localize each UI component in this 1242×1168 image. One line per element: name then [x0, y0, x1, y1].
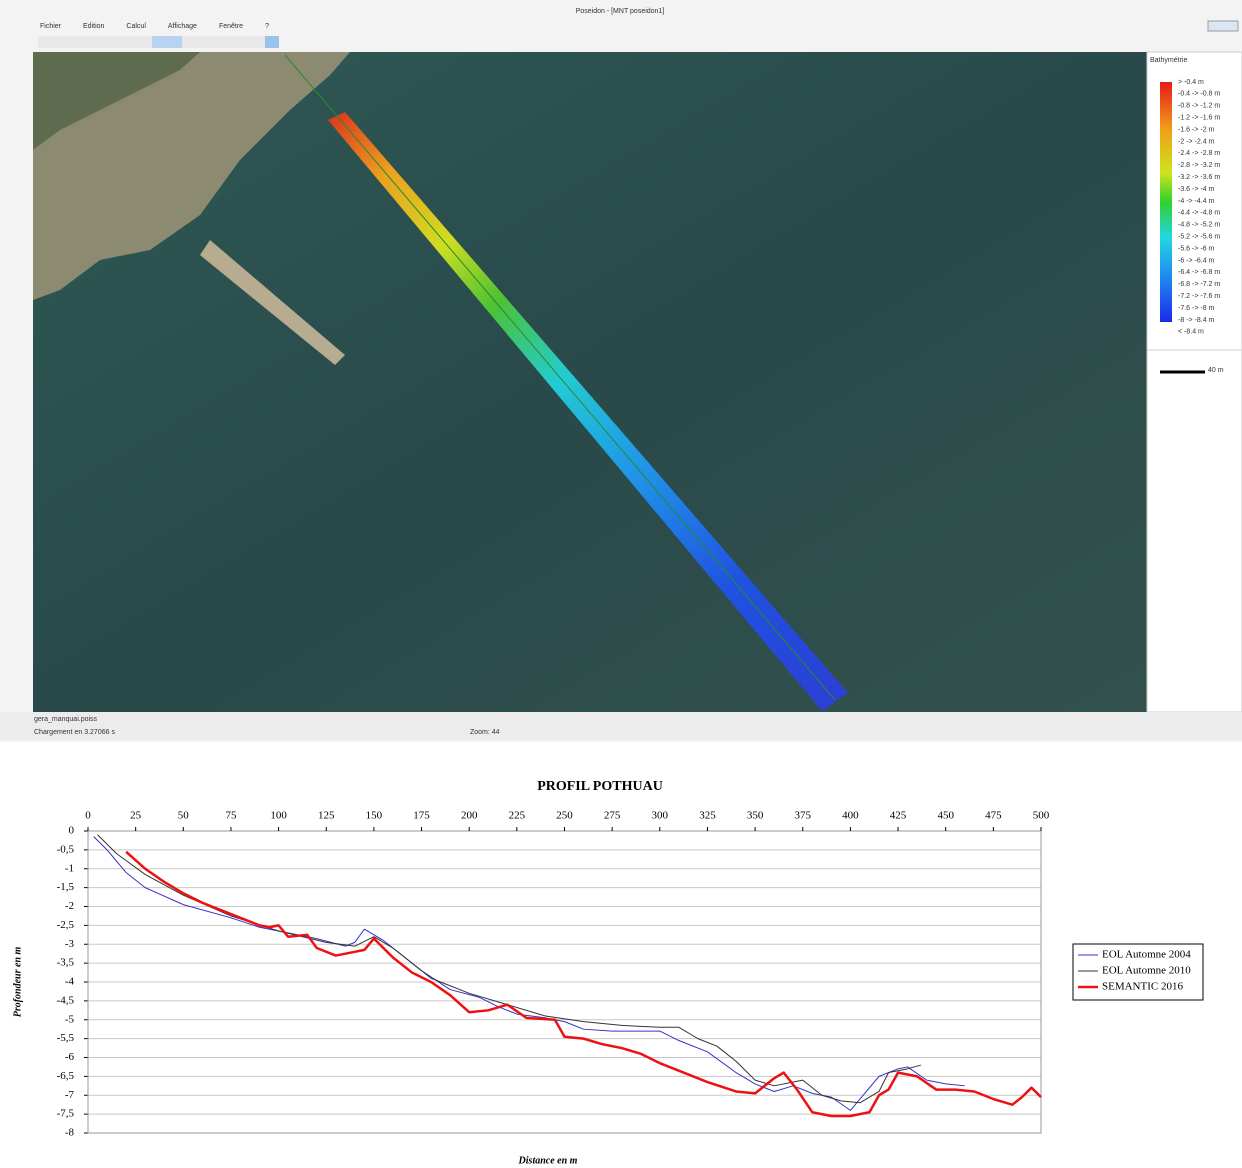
x-tick-label: 400: [842, 810, 859, 822]
legend-label: -4.4 -> -4.8 m: [1178, 210, 1220, 217]
legend-label: -1.6 -> -2 m: [1178, 126, 1215, 133]
status-bar: [0, 712, 1242, 740]
page-canvas: Poseidon - [MNT poseidon1] Fichier Editio…: [0, 0, 1242, 1168]
legend-label: -4.8 -> -5.2 m: [1178, 222, 1220, 229]
x-tick-label: 325: [699, 810, 716, 822]
x-axis-label: Distance en m: [518, 1155, 578, 1166]
y-tick-label: -5,5: [57, 1032, 75, 1044]
legend-label: -0.4 -> -0.8 m: [1178, 91, 1220, 98]
legend-label: EOL Automne 2004: [1102, 949, 1191, 961]
menu-item[interactable]: Edition: [83, 23, 105, 30]
y-tick-label: -8: [65, 1127, 75, 1139]
x-tick-label: 300: [652, 810, 669, 822]
x-tick-label: 350: [747, 810, 764, 822]
x-tick-label: 375: [795, 810, 812, 822]
legend-label: -0.8 -> -1.2 m: [1178, 103, 1220, 110]
status-load: Chargement en 3.27066 s: [34, 729, 115, 736]
menu-item[interactable]: Affichage: [168, 23, 197, 30]
toolbar: [38, 36, 279, 48]
legend-label: -6.8 -> -7.2 m: [1178, 281, 1220, 288]
y-tick-label: 0: [69, 825, 75, 837]
menu-item[interactable]: Fenêtre: [219, 23, 243, 30]
legend-label: -2.8 -> -3.2 m: [1178, 162, 1220, 169]
legend-label: > -0.4 m: [1178, 79, 1204, 86]
y-tick-label: -4: [65, 976, 75, 988]
legend-label: -7.2 -> -7.6 m: [1178, 293, 1220, 300]
page: Poseidon - [MNT poseidon1] Fichier Editio…: [0, 0, 1242, 1168]
legend-label: SEMANTIC 2016: [1102, 981, 1183, 993]
y-tick-label: -6: [65, 1051, 75, 1063]
y-tick-label: -1,5: [57, 881, 75, 893]
legend-label: -2.4 -> -2.8 m: [1178, 150, 1220, 157]
chart-title: PROFIL POTHUAU: [537, 779, 663, 794]
y-tick-label: -6,5: [57, 1070, 75, 1082]
x-tick-label: 500: [1033, 810, 1050, 822]
y-tick-label: -2,5: [57, 919, 75, 931]
status-file: gera_manquai.poiss: [34, 716, 98, 723]
legend-label: -8 -> -8.4 m: [1178, 317, 1215, 324]
x-tick-label: 75: [225, 810, 237, 822]
color-bar: [1160, 82, 1172, 322]
legend-label: < -8.4 m: [1178, 329, 1204, 336]
x-tick-label: 150: [366, 810, 383, 822]
status-zoom: Zoom: 44: [470, 729, 500, 736]
y-tick-label: -1: [65, 862, 74, 874]
y-axis-label: Profondeur en m: [12, 946, 23, 1017]
y-tick-label: -3: [65, 938, 75, 950]
menu-item[interactable]: ?: [265, 23, 269, 30]
y-tick-label: -7,5: [57, 1108, 75, 1120]
x-tick-label: 50: [178, 810, 190, 822]
menu-item[interactable]: Fichier: [40, 23, 62, 30]
legend-label: -4 -> -4.4 m: [1178, 198, 1215, 205]
series-line: [98, 835, 921, 1103]
window-title: Poseidon - [MNT poseidon1]: [576, 8, 665, 15]
toolbar-button[interactable]: [152, 36, 182, 48]
y-tick-label: -0,5: [57, 843, 75, 855]
legend-label: -3.2 -> -3.6 m: [1178, 174, 1220, 181]
legend-label: -1.2 -> -1.6 m: [1178, 115, 1220, 122]
x-tick-label: 275: [604, 810, 621, 822]
x-tick-label: 450: [937, 810, 954, 822]
y-tick-label: -7: [65, 1089, 75, 1101]
x-tick-label: 225: [509, 810, 526, 822]
x-tick-label: 125: [318, 810, 335, 822]
x-tick-label: 200: [461, 810, 478, 822]
menu-item[interactable]: Calcul: [126, 23, 146, 30]
scale-label: 40 m: [1208, 367, 1224, 374]
legend-label: -5.6 -> -6 m: [1178, 245, 1215, 252]
x-tick-label: 250: [556, 810, 573, 822]
legend-title: Bathymétrie: [1150, 57, 1187, 64]
legend-label: EOL Automne 2010: [1102, 965, 1191, 977]
x-tick-label: 175: [413, 810, 430, 822]
x-tick-label: 0: [85, 810, 91, 822]
x-tick-label: 475: [985, 810, 1002, 822]
series-line: [94, 837, 965, 1111]
toolbar-button[interactable]: [265, 36, 279, 48]
y-tick-label: -3,5: [57, 957, 75, 969]
y-tick-label: -4,5: [57, 994, 75, 1006]
x-tick-label: 100: [270, 810, 287, 822]
legend-label: -5.2 -> -5.6 m: [1178, 234, 1220, 241]
y-tick-label: -5: [65, 1013, 75, 1025]
legend-label: -6 -> -6.4 m: [1178, 257, 1215, 264]
legend-label: -2 -> -2.4 m: [1178, 138, 1215, 145]
legend-label: -3.6 -> -4 m: [1178, 186, 1215, 193]
chart: 0 -0,5 -1 -1,5 -2 -2,5 -3 -3,5 -4 -4,5 -5 -5,5 -6 -6,…: [57, 810, 1203, 1139]
window-controls[interactable]: [1208, 21, 1238, 31]
x-tick-label: 425: [890, 810, 907, 822]
x-tick-label: 25: [130, 810, 142, 822]
legend-label: -7.6 -> -8 m: [1178, 305, 1215, 312]
legend-label: -6.4 -> -6.8 m: [1178, 269, 1220, 276]
y-tick-label: -2: [65, 900, 74, 912]
